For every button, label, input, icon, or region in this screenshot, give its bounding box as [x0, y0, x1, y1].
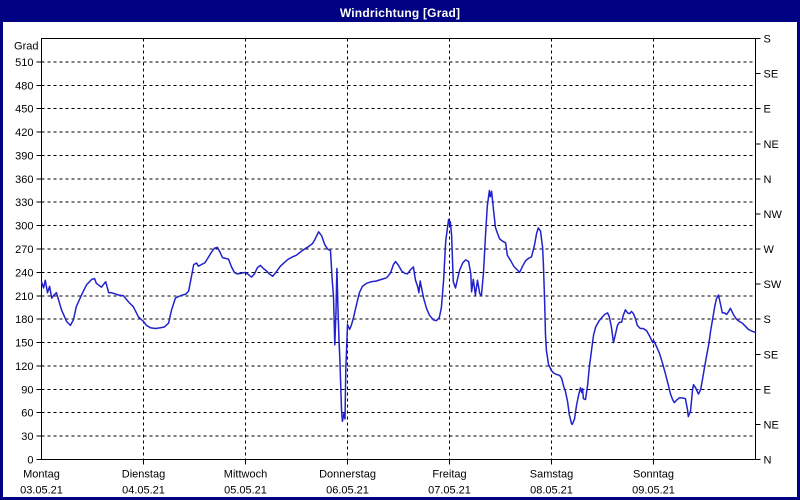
y-tick-label: 360: [15, 174, 33, 186]
wind-direction-chart: 0 30 60 90 120 150 180 210 240 270 300 330 360 390 420…: [3, 22, 797, 497]
plot-frame: [41, 38, 756, 460]
compass-tick-label: NE: [764, 419, 779, 431]
y-tick-label: 0: [27, 455, 33, 467]
y-tick-label: 300: [15, 221, 33, 233]
title-bar: Windrichtung [Grad]: [3, 3, 797, 22]
y-tick-label: 390: [15, 150, 33, 162]
day-label: Samstag: [530, 469, 573, 481]
compass-tick-label: S: [764, 34, 771, 46]
chart-title: Windrichtung [Grad]: [339, 5, 461, 20]
compass-tick-label: SE: [764, 349, 779, 361]
compass-tick-label: SW: [764, 279, 782, 291]
compass-tick-label: E: [764, 104, 771, 116]
compass-tick-label: E: [764, 384, 771, 396]
y-tick-label: 180: [15, 314, 33, 326]
data-line: [40, 189, 757, 426]
y-tick-label: 480: [15, 80, 33, 92]
day-label: Sonntag: [633, 469, 674, 481]
y-tick-label: 270: [15, 244, 33, 256]
date-label: 09.05.21: [632, 485, 675, 497]
y-tick-label: 120: [15, 361, 33, 373]
compass-tick-label: N: [764, 174, 772, 186]
date-label: 06.05.21: [326, 485, 369, 497]
date-label: 04.05.21: [122, 485, 165, 497]
compass-tick-label: NE: [764, 139, 779, 151]
day-label: Dienstag: [122, 469, 165, 481]
compass-tick-label: W: [764, 244, 775, 256]
y-tick-label: 240: [15, 267, 33, 279]
compass-tick-label: S: [764, 314, 771, 326]
compass-tick-label: NW: [764, 209, 783, 221]
y-tick-label: 330: [15, 197, 33, 209]
y-tick-label: 450: [15, 104, 33, 116]
y-tick-label: 90: [21, 384, 33, 396]
date-label: 03.05.21: [20, 485, 63, 497]
y-tick-label: 150: [15, 338, 33, 350]
y-axis-unit-label: Grad: [14, 41, 38, 53]
date-label: 08.05.21: [530, 485, 573, 497]
y-tick-label: 60: [21, 408, 33, 420]
date-label: 07.05.21: [428, 485, 471, 497]
day-label: Freitag: [432, 469, 466, 481]
date-label: 05.05.21: [224, 485, 267, 497]
y-tick-label: 510: [15, 57, 33, 69]
day-label: Donnerstag: [319, 469, 376, 481]
day-label: Montag: [23, 469, 60, 481]
compass-tick-label: SE: [764, 69, 779, 81]
y-tick-label: 420: [15, 127, 33, 139]
compass-tick-label: N: [764, 455, 772, 467]
day-label: Mittwoch: [224, 469, 267, 481]
y-tick-label: 210: [15, 291, 33, 303]
y-tick-label: 30: [21, 431, 33, 443]
